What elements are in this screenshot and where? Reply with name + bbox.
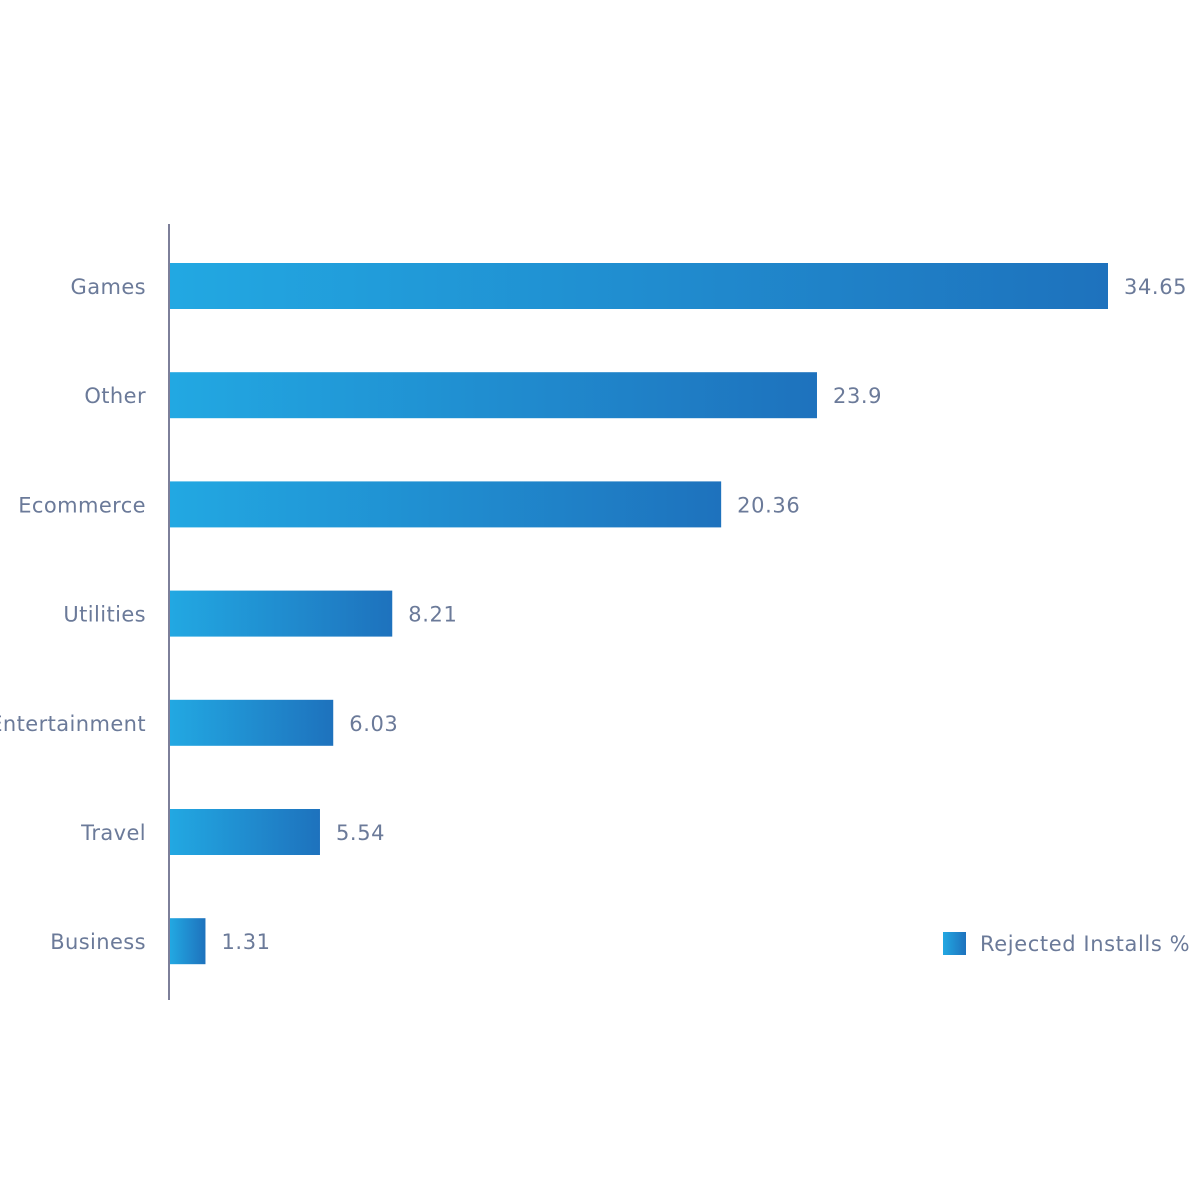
category-labels-group: Games Other Ecommerce Utilities Entertainmen…	[0, 275, 146, 954]
value-label-business: 1.31	[221, 930, 270, 954]
value-label-ecommerce: 20.36	[737, 493, 800, 517]
bar-ecommerce	[170, 481, 722, 528]
category-label-ecommerce: Ecommerce	[18, 493, 146, 517]
bar-travel	[170, 809, 320, 855]
category-label-business: Business	[50, 930, 146, 954]
value-label-utilities: 8.21	[408, 603, 457, 627]
category-label-utilities: Utilities	[63, 603, 146, 627]
value-labels-group: 34.65 23.9 20.36 8.21 6.03 5.54 1.31	[221, 275, 1187, 954]
category-label-entertainment: Entertainment	[0, 712, 146, 736]
value-label-games: 34.65	[1124, 275, 1187, 299]
category-label-other: Other	[84, 384, 146, 408]
legend: Rejected Installs %	[943, 932, 1190, 956]
category-label-games: Games	[71, 275, 146, 299]
legend-label: Rejected Installs %	[980, 932, 1190, 956]
bar-games	[170, 263, 1108, 309]
value-label-entertainment: 6.03	[349, 712, 398, 736]
value-label-other: 23.9	[833, 384, 882, 408]
bar-utilities	[170, 590, 393, 637]
bar-business	[170, 918, 206, 965]
value-label-travel: 5.54	[336, 821, 385, 845]
category-label-travel: Travel	[80, 821, 146, 845]
bar-other	[170, 372, 817, 419]
bars-group	[170, 263, 1108, 965]
bar-entertainment	[170, 699, 334, 746]
legend-swatch	[943, 932, 966, 955]
